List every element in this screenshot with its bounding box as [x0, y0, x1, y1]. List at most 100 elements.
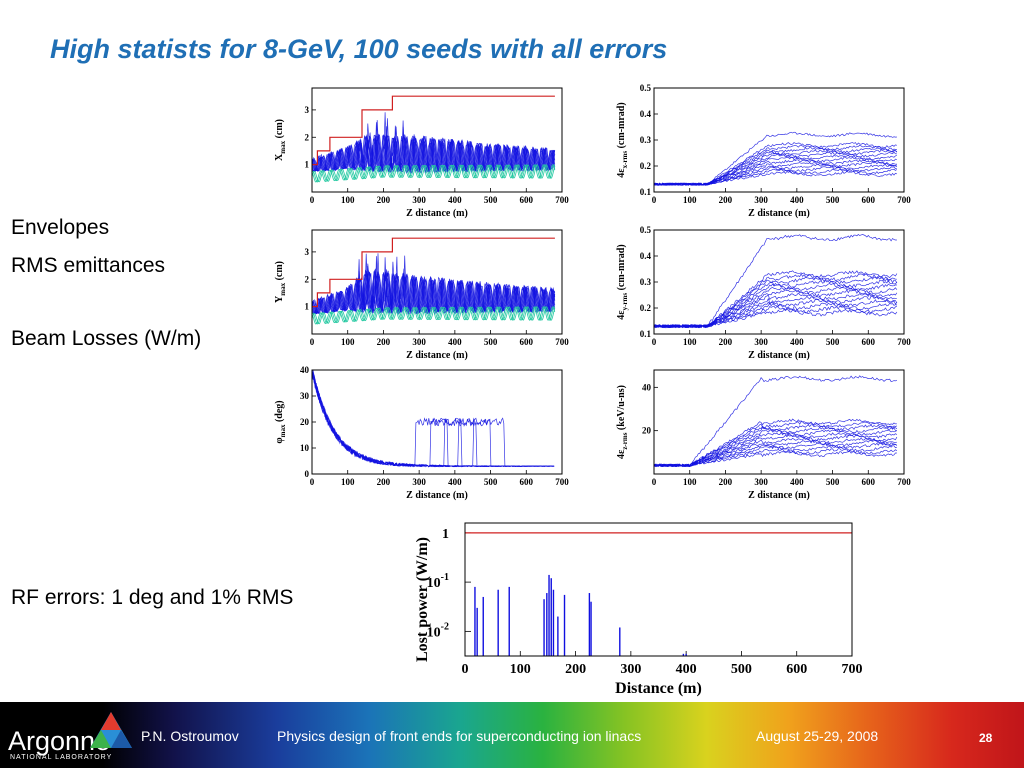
plot-ymax: 0 100 200 300 400 500 600 700 1 2 3 Z distance (m) Y…	[274, 229, 569, 361]
phase-line	[311, 369, 555, 468]
mean-line	[311, 164, 556, 183]
emittance-line	[653, 450, 897, 468]
emittance-line	[653, 292, 897, 329]
emittance-line	[653, 273, 897, 329]
slide-title: High statists for 8-GeV, 100 seeds with …	[50, 34, 668, 64]
x-tick-label: 300	[412, 337, 426, 347]
mean-line	[311, 306, 556, 325]
x-tick-label: 200	[719, 337, 733, 347]
emittance-line	[653, 418, 897, 467]
x-tick-label: 500	[484, 337, 498, 347]
x-tick-label: 200	[377, 195, 391, 205]
x-tick-label: 100	[341, 195, 355, 205]
y-tick-label: 20	[300, 417, 310, 427]
x-tick-label: 0	[310, 477, 315, 487]
emittance-line	[653, 429, 898, 468]
x-tick-label: 100	[683, 477, 697, 487]
y-tick-label: 0.2	[640, 161, 652, 171]
x-axis-label: Z distance (m)	[406, 490, 468, 501]
x-tick-label: 100	[341, 477, 355, 487]
mean-line	[311, 306, 555, 325]
emittance-line	[653, 424, 898, 468]
emittance-line	[653, 442, 898, 468]
emittance-line	[653, 159, 897, 186]
footer-date: August 25-29, 2008	[756, 728, 879, 744]
x-tick-label: 600	[520, 337, 534, 347]
plot-frame: 0 100 200 300 400 500 600 700 20 40 Z distance (m)…	[616, 382, 911, 501]
emittance-lines	[653, 131, 898, 186]
y-axis-label: Xmax (cm)	[274, 119, 287, 161]
y-tick-label: 1	[305, 160, 310, 170]
x-tick-label: 600	[862, 195, 876, 205]
x-tick-label: 200	[719, 477, 733, 487]
x-tick-label: 500	[484, 477, 498, 487]
aperture-limit-line	[312, 95, 555, 166]
x-tick-label: 700	[897, 195, 911, 205]
y-tick-label: 0.1	[640, 329, 652, 339]
x-tick-label: 300	[412, 195, 426, 205]
x-tick-label: 300	[754, 477, 768, 487]
aperture-limit-line	[312, 237, 555, 308]
plot-border	[311, 87, 563, 193]
x-tick-label: 600	[862, 337, 876, 347]
emittance-line	[653, 299, 898, 329]
x-tick-label: 100	[683, 337, 697, 347]
plot-y-emittance: 0 100 200 300 400 500 600 700 0.1 0.2 0.3 0.4 0.5 Z d…	[616, 225, 911, 361]
emittance-line	[653, 168, 898, 186]
y-tick-label: 40	[642, 382, 652, 392]
y-tick-label: 0.4	[640, 109, 652, 119]
x-tick-label: 0	[652, 477, 657, 487]
y-tick-label: 0.1	[640, 187, 652, 197]
y-tick-label: 2	[305, 132, 310, 142]
emittance-line	[653, 302, 897, 329]
y-axis-label: Lost power (W/m)	[414, 537, 431, 662]
x-tick-label: 700	[555, 477, 569, 487]
x-tick-label: 600	[786, 662, 807, 677]
x-tick-label: 200	[377, 337, 391, 347]
y-tick-label: 1	[305, 302, 310, 312]
x-tick-label: 400	[790, 337, 804, 347]
emittance-line	[653, 289, 898, 329]
y-axis-label: 4εz-rms (keV/u-ns)	[616, 385, 629, 459]
plot-xmax: 0 100 200 300 400 500 600 700 1 2 3 Z distance (m) X…	[274, 87, 569, 219]
x-tick-label: 500	[826, 195, 840, 205]
x-axis-label: Z distance (m)	[748, 490, 810, 501]
x-axis-label: Z distance (m)	[406, 208, 468, 219]
y-tick-label: 40	[300, 365, 310, 375]
footer-author: P.N. Ostroumov	[141, 728, 239, 744]
x-tick-label: 700	[842, 662, 863, 677]
emittance-line	[653, 431, 898, 468]
x-tick-label: 0	[652, 195, 657, 205]
x-tick-label: 600	[520, 477, 534, 487]
emittance-line	[653, 279, 898, 329]
loss-bars	[474, 574, 687, 656]
plot-phase-max: 0 100 200 300 400 500 600 700 0 10 20 30 40 Z distanc…	[274, 365, 569, 501]
x-axis-label: Z distance (m)	[748, 208, 810, 219]
y-axis-label: φmax (deg)	[274, 400, 287, 443]
plot-z-emittance: 0 100 200 300 400 500 600 700 20 40 Z distance (m)…	[616, 369, 911, 501]
x-tick-label: 600	[520, 195, 534, 205]
x-tick-label: 0	[462, 662, 469, 677]
x-tick-label: 300	[754, 337, 768, 347]
phase-line	[311, 373, 555, 468]
argonne-logo-text: Argonne	[8, 726, 111, 756]
x-tick-label: 500	[826, 337, 840, 347]
emittance-line	[653, 144, 897, 186]
y-axis-label: Ymax (cm)	[274, 261, 287, 303]
x-tick-label: 200	[565, 662, 586, 677]
y-tick-label: 10	[300, 443, 310, 453]
y-tick-label: 10-2	[427, 621, 449, 640]
emittance-line	[653, 375, 898, 468]
plot-border	[311, 229, 563, 335]
x-tick-label: 100	[341, 337, 355, 347]
emittance-line	[653, 426, 897, 468]
y-tick-label: 0	[305, 469, 310, 479]
x-tick-label: 0	[652, 337, 657, 347]
emittance-line	[653, 276, 898, 329]
y-tick-label: 30	[300, 391, 310, 401]
page-number: 28	[979, 731, 993, 745]
envelope-lines	[311, 253, 556, 325]
y-axis-label: 4εy-rms (cm-mrad)	[616, 244, 629, 319]
x-tick-label: 0	[310, 195, 315, 205]
emittance-line	[653, 439, 898, 468]
